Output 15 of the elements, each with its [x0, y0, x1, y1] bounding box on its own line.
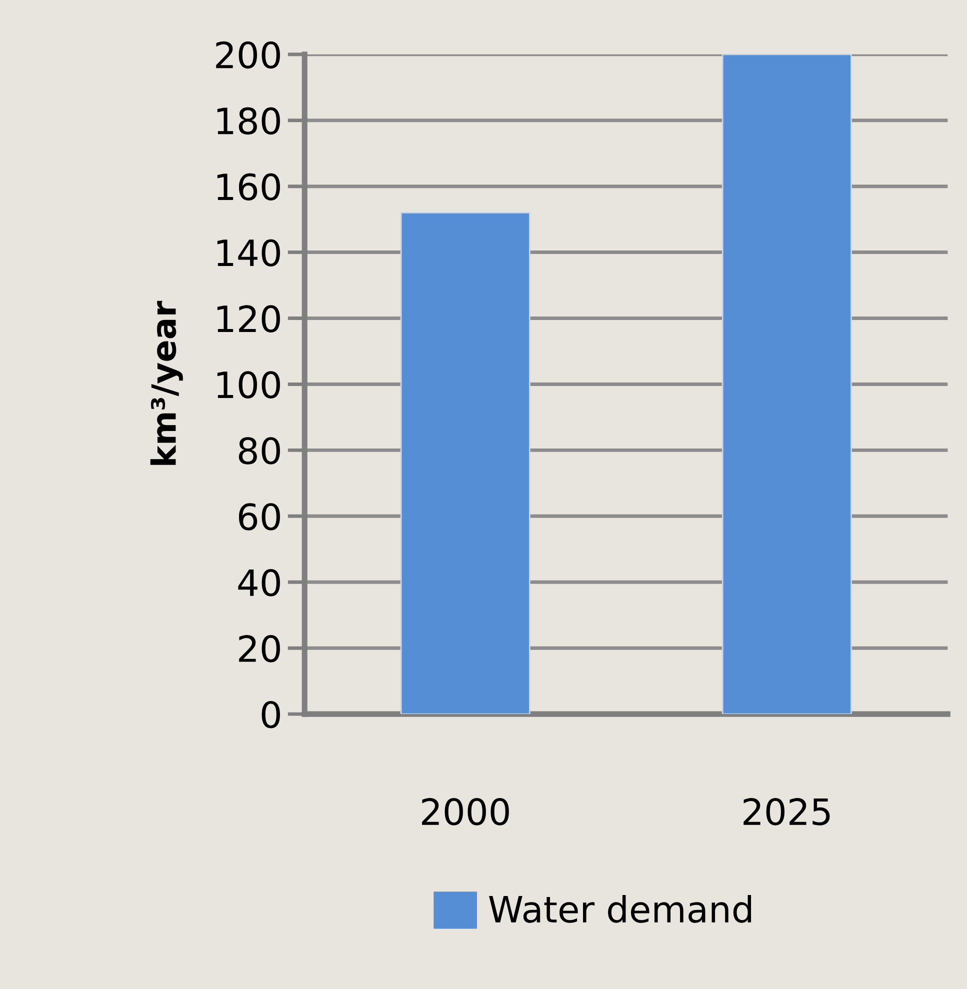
y-tick-label: 120	[217, 305, 280, 332]
y-tick-label: 100	[217, 371, 280, 398]
legend-label: Water demand	[489, 894, 752, 923]
x-tick-label: 2025	[744, 798, 830, 826]
y-tick-label: 140	[217, 239, 280, 267]
y-tick-label: 60	[238, 503, 280, 530]
y-tick-label: 0	[262, 700, 280, 728]
y-tick-label: 80	[238, 437, 280, 464]
y-tick-label: 20	[239, 635, 280, 662]
y-tick-label: 40	[238, 569, 280, 596]
x-tick-label: 2000	[422, 798, 509, 826]
y-tick-label: 180	[217, 107, 280, 135]
y-tick-label: 160	[217, 173, 280, 201]
y-tick-label: 200	[216, 41, 280, 69]
y-axis-title: km³/year	[150, 300, 183, 465]
